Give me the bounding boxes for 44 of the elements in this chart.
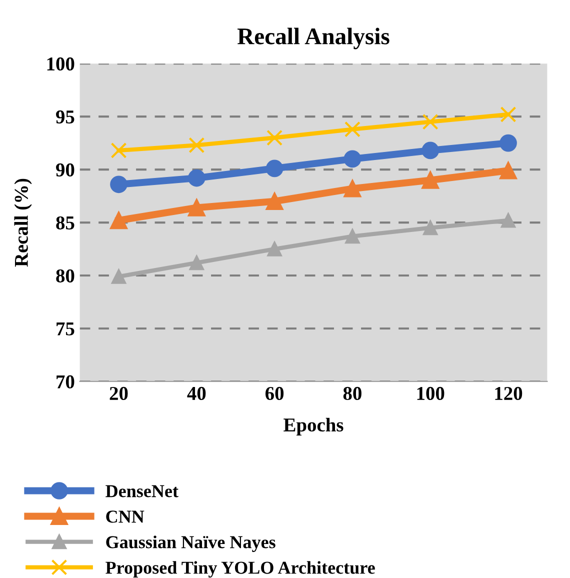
- y-tick-label: 85: [56, 216, 74, 230]
- y-tick-label: 95: [56, 110, 74, 124]
- y-tick-label: 70: [56, 375, 74, 388]
- point: [422, 142, 440, 160]
- legend-label: CNN: [106, 510, 144, 523]
- point: [267, 242, 282, 256]
- x-tick-label: 40: [187, 386, 206, 400]
- point: [110, 142, 127, 158]
- point: [188, 137, 205, 154]
- y-tick-label: 75: [56, 322, 74, 336]
- legend-label: DenseNet: [106, 485, 178, 498]
- point: [111, 269, 126, 284]
- point: [422, 114, 438, 130]
- point: [423, 220, 438, 236]
- point: [344, 180, 362, 198]
- y-axis-title: Recall (%): [14, 178, 32, 267]
- x-tick-label: 120: [495, 386, 522, 400]
- x-tick-label: 20: [110, 386, 128, 400]
- point: [500, 213, 516, 228]
- point: [110, 176, 128, 194]
- legend-label: Gaussian Naïve Nayes: [106, 536, 276, 552]
- point: [189, 256, 204, 270]
- point: [500, 162, 517, 180]
- point: [188, 199, 206, 216]
- y-tick-label: 80: [56, 269, 74, 282]
- x-axis-title: Epochs: [284, 418, 344, 436]
- x-tick-label: 80: [343, 386, 362, 400]
- point: [266, 192, 284, 210]
- point: [344, 121, 360, 138]
- point: [500, 134, 517, 152]
- point: [345, 229, 360, 244]
- point: [266, 160, 284, 178]
- point: [422, 171, 440, 189]
- point: [344, 150, 362, 168]
- y-tick-label: 100: [47, 57, 74, 71]
- x-tick-label: 60: [265, 386, 284, 400]
- point: [188, 169, 206, 187]
- y-tick-label: 90: [56, 163, 74, 176]
- point: [500, 106, 516, 122]
- chart-title: Recall Analysis: [237, 28, 390, 50]
- point: [110, 212, 128, 230]
- x-tick-label: 100: [417, 386, 444, 400]
- point: [266, 130, 283, 146]
- legend-label: Proposed Tiny YOLO Architecture: [106, 561, 375, 578]
